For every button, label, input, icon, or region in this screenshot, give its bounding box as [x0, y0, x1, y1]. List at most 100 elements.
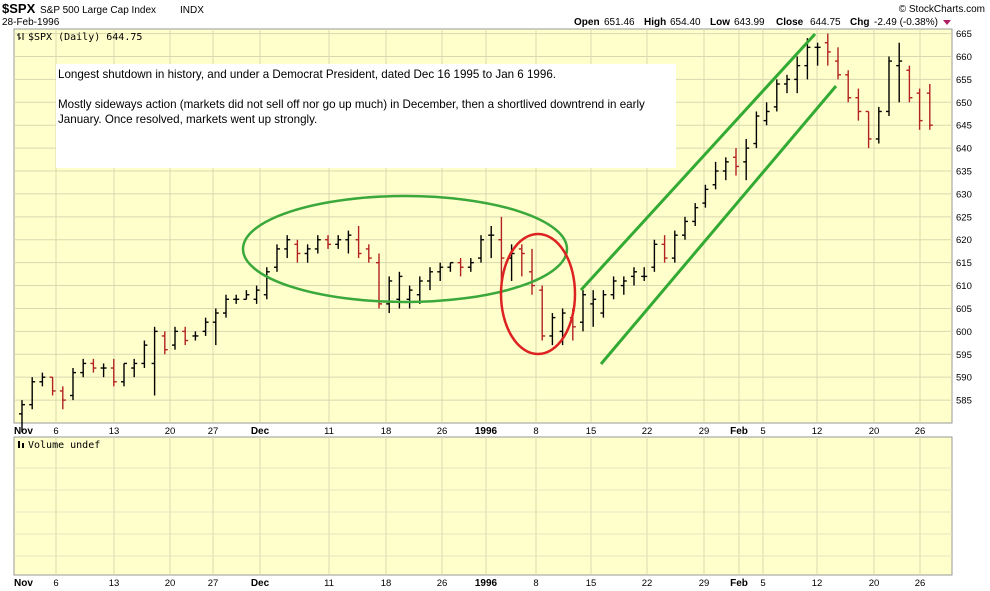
- x-tick-label: 12: [812, 426, 823, 437]
- index-name: S&P 500 Large Cap Index: [40, 5, 156, 16]
- chg-label: Chg: [850, 17, 869, 28]
- ohlc-bar: [29, 377, 36, 410]
- ohlc-bar: [314, 235, 321, 254]
- ohlc-bar: [131, 358, 138, 378]
- x-tick-label: Nov: [14, 426, 33, 437]
- copyright-label: © StockCharts.com: [899, 4, 985, 15]
- annotation-box: Longest shutdown in history, and under a…: [56, 64, 676, 168]
- ohlc-bar: [692, 203, 699, 226]
- ohlc-bar: [875, 106, 882, 144]
- ohlc-bar: [284, 235, 291, 259]
- x-tick-label: 26: [915, 426, 926, 437]
- x-axis-labels-volume: Nov 6 13 20 27 Dec 11 18 26 1996 8 15 22 29 Feb 5 12 20 26: [14, 578, 925, 589]
- x-tick-label: 20: [869, 578, 880, 589]
- y-tick-label: 620: [956, 235, 972, 246]
- ohlc-bar: [151, 326, 158, 396]
- y-tick-label: 595: [956, 350, 972, 361]
- close-label: Close: [776, 17, 804, 28]
- high-value: 654.40: [670, 17, 701, 28]
- ohlc-bar: [212, 308, 219, 346]
- ohlc-bar: [896, 42, 903, 103]
- ohlc-bar: [223, 294, 229, 318]
- ohlc-bar: [590, 290, 597, 327]
- ohlc-bar: [355, 226, 362, 259]
- ohlc-bar: [916, 88, 923, 130]
- annotation-line-1: Longest shutdown in history, and under a…: [58, 68, 556, 81]
- x-tick-label: Nov: [14, 578, 33, 589]
- ohlc-bar: [610, 276, 617, 300]
- ohlc-bar: [416, 276, 423, 304]
- volume-legend: Volume undef: [28, 440, 100, 451]
- ohlc-bars: [19, 33, 933, 433]
- ohlc-bar: [722, 157, 729, 181]
- ohlc-bar: [437, 262, 444, 281]
- ohlc-bar: [682, 216, 688, 240]
- ohlc-bar: [192, 331, 199, 341]
- volume-legend-icon: [18, 441, 24, 448]
- ohlc-bar: [243, 290, 250, 301]
- ohlc-bar: [814, 42, 821, 66]
- chart-date: 28-Feb-1996: [2, 17, 60, 28]
- ohlc-bar: [733, 148, 739, 176]
- open-label: Open: [574, 17, 600, 28]
- ohlc-bar: [447, 261, 454, 272]
- close-value: 644.75: [810, 17, 841, 28]
- ohlc-bar: [886, 56, 892, 117]
- y-tick-label: 600: [956, 327, 972, 338]
- y-tick-label: 660: [956, 52, 972, 63]
- x-tick-label: Feb: [730, 578, 748, 589]
- x-tick-label: 8: [533, 426, 538, 437]
- y-tick-label: 635: [956, 167, 972, 178]
- price-legend: $SPX (Daily) 644.75: [28, 32, 142, 43]
- x-tick-label: 27: [208, 578, 219, 589]
- x-tick-label: 1996: [475, 578, 498, 589]
- ohlc-bar: [784, 74, 790, 94]
- ohlc-bar: [498, 216, 505, 286]
- ohlc-bar: [49, 376, 56, 396]
- ohlc-bar: [835, 47, 841, 80]
- ohlc-bar: [580, 290, 586, 332]
- x-tick-label: 1996: [475, 426, 498, 437]
- ohlc-bar: [763, 102, 770, 126]
- annotation-line-2: Mostly sideways action (markets did not …: [58, 98, 645, 126]
- ohlc-bar: [651, 239, 658, 272]
- ohlc-bar: [641, 267, 648, 281]
- ohlc-bar: [59, 386, 66, 410]
- x-tick-label: Dec: [251, 426, 270, 437]
- ohlc-bar: [182, 326, 189, 346]
- ohlc-bar: [110, 358, 117, 387]
- ohlc-bar: [539, 285, 546, 341]
- ohlc-bar: [376, 253, 382, 309]
- ohlc-bar: [926, 83, 933, 130]
- x-tick-label: 5: [760, 426, 765, 437]
- ohlc-bar: [457, 258, 464, 277]
- x-tick-label: 26: [915, 578, 926, 589]
- ohlc-bar: [753, 111, 760, 149]
- ohlc-bar: [386, 276, 393, 314]
- downtrend-ellipse: [499, 232, 577, 356]
- ohlc-bar: [406, 285, 413, 309]
- x-tick-label: 22: [642, 426, 653, 437]
- y-tick-label: 590: [956, 373, 972, 384]
- sideways-range-ellipse: [241, 194, 569, 304]
- ohlc-bar: [335, 235, 342, 249]
- x-tick-label: 26: [437, 426, 448, 437]
- chg-down-triangle-icon: [943, 20, 951, 25]
- ohlc-bar: [529, 248, 535, 295]
- ohlc-bar: [39, 372, 46, 387]
- ohlc-bar: [427, 267, 433, 291]
- exchange-label: INDX: [180, 5, 204, 16]
- x-tick-label: Dec: [251, 578, 270, 589]
- ohlc-bar: [161, 331, 168, 355]
- x-tick-label: 6: [53, 426, 58, 437]
- x-tick-label: 15: [586, 578, 597, 589]
- x-tick-label: 18: [381, 426, 392, 437]
- ohlc-bar: [345, 230, 352, 254]
- x-tick-label: 5: [760, 578, 765, 589]
- volume-panel: [13, 436, 953, 576]
- y-tick-label: 665: [956, 29, 972, 40]
- ohlc-bar: [620, 276, 627, 295]
- ohlc-bar: [845, 70, 852, 103]
- ohlc-bar: [906, 65, 913, 103]
- channel-lower-line: [599, 85, 838, 365]
